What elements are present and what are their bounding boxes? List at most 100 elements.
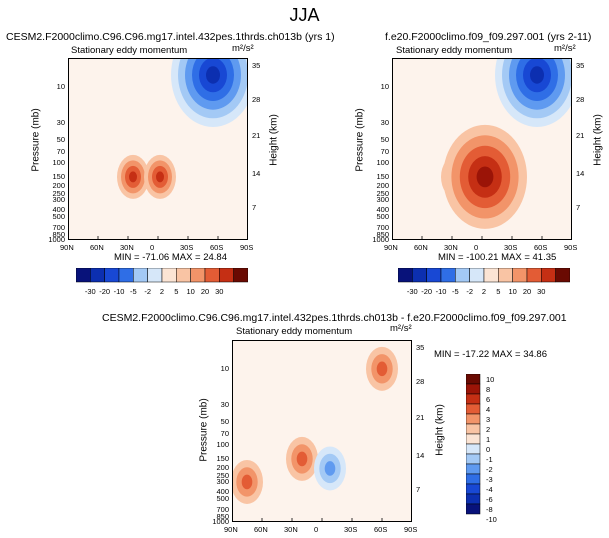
colorbar-label: -30 <box>407 287 418 296</box>
colorbar-label: -2 <box>144 287 151 296</box>
height-tick-label: 7 <box>416 485 421 494</box>
height-tick-label: 21 <box>416 413 425 422</box>
colorbar-swatch <box>466 393 481 405</box>
colorbar-swatch <box>466 493 481 505</box>
height-tick-label: 14 <box>252 169 261 178</box>
height-tick-label: 28 <box>576 95 585 104</box>
colorbar-swatch <box>466 413 481 425</box>
panel2-ylabel: Pressure (mb) <box>354 108 366 172</box>
contour-negative-2-2 <box>324 461 336 476</box>
colorbar-swatch <box>466 483 481 495</box>
colorbar-label: 0 <box>486 445 490 454</box>
y-tick-label: 10 <box>220 363 229 373</box>
height-tick-label: 28 <box>416 377 425 386</box>
panel1-colorbar: -30 -20 -10 -5 -2 2 5 10 20 30 <box>76 268 248 296</box>
y-tick-label: 300 <box>52 194 65 204</box>
colorbar-swatch <box>526 268 542 283</box>
colorbar-swatch <box>147 268 163 283</box>
colorbar-label: -30 <box>85 287 96 296</box>
height-tick-label: 14 <box>416 451 425 460</box>
panel3-minmax: MIN = -17.22 MAX = 34.86 <box>434 349 548 360</box>
y-tick-label: 150 <box>52 171 65 181</box>
panel1-minmax: MIN = -71.06 MAX = 24.84 <box>114 252 228 263</box>
panel1-ylabel: Pressure (mb) <box>30 108 42 172</box>
panel3-ylabel-right: Height (km) <box>434 404 446 456</box>
colorbar-swatch <box>466 433 481 445</box>
colorbar-label: -3 <box>486 475 493 484</box>
colorbar-label: 8 <box>486 385 490 394</box>
x-tick-label: 90S <box>240 243 254 252</box>
x-tick-label: 90N <box>60 243 74 252</box>
colorbar-swatch <box>466 374 481 385</box>
colorbar-label: -2 <box>466 287 473 296</box>
contour-negative-2-5 <box>206 66 220 84</box>
y-tick-label: 850 <box>52 229 65 239</box>
panel3-contour-plot <box>232 340 412 522</box>
colorbar-label: 2 <box>486 425 490 434</box>
x-tick-label: 90S <box>564 243 578 252</box>
y-tick-label: 100 <box>376 158 389 168</box>
colorbar-swatch <box>466 443 481 455</box>
y-tick-label: 30 <box>380 118 389 128</box>
y-tick-label: 250 <box>376 188 389 198</box>
colorbar-swatch <box>76 268 91 283</box>
colorbar-swatch <box>466 403 481 415</box>
panel2-contour-plot <box>392 58 572 240</box>
colorbar-label: -10 <box>114 287 125 296</box>
colorbar-label: -6 <box>486 495 493 504</box>
colorbar-label: 20 <box>201 287 209 296</box>
y-tick-label: 1000 <box>372 235 389 244</box>
panel2-units: m²/s² <box>554 43 576 54</box>
panel3-subtitle: Stationary eddy momentum <box>236 326 353 337</box>
y-tick-label: 70 <box>380 146 389 156</box>
y-tick-label: 700 <box>52 223 65 233</box>
x-tick-label: 0 <box>474 243 479 252</box>
panel1-contour-plot <box>68 58 248 240</box>
y-tick-label: 300 <box>216 476 229 486</box>
x-tick-label: 30S <box>504 243 518 252</box>
colorbar-swatch <box>466 453 481 465</box>
colorbar-label: -2 <box>486 465 493 474</box>
panel3-title: CESM2.F2000climo.C96.C96.mg17.intel.432p… <box>102 312 567 324</box>
y-tick-label: 50 <box>220 417 229 427</box>
y-tick-label: 700 <box>376 223 389 233</box>
colorbar-swatch <box>466 383 481 395</box>
x-tick-label: 60S <box>374 525 388 534</box>
x-tick-label: 30S <box>180 243 194 252</box>
y-tick-label: 70 <box>56 146 65 156</box>
x-tick-label: 90S <box>404 525 418 534</box>
x-tick-label: 0 <box>314 525 319 534</box>
colorbar-swatch <box>176 268 191 283</box>
colorbar-label: 6 <box>486 395 490 404</box>
colorbar-label: 5 <box>496 287 500 296</box>
colorbar-swatch <box>469 268 485 283</box>
x-tick-label: 60N <box>254 525 268 534</box>
contour-positive-0-3 <box>129 171 137 183</box>
y-tick-label: 100 <box>216 440 229 450</box>
y-tick-label: 250 <box>216 470 229 480</box>
x-tick-label: 0 <box>150 243 155 252</box>
y-tick-label: 1000 <box>212 517 229 526</box>
panel1-units: m²/s² <box>232 43 254 54</box>
colorbar-swatch <box>412 268 427 283</box>
colorbar-label: 10 <box>509 287 517 296</box>
y-tick-label: 850 <box>216 511 229 521</box>
contour-positive-1-3 <box>156 171 164 183</box>
panel2-title: f.e20.F2000climo.f09_f09.297.001 (yrs 2-… <box>385 31 592 43</box>
colorbar-label: 10 <box>486 375 494 384</box>
colorbar-swatch <box>133 268 148 283</box>
colorbar-label: 1 <box>486 435 490 444</box>
contour-positive-3-2 <box>241 474 253 490</box>
y-tick-label: 250 <box>52 188 65 198</box>
colorbar-swatch <box>90 268 105 283</box>
colorbar-swatch <box>219 268 234 283</box>
colorbar-swatch <box>104 268 120 283</box>
y-tick-label: 300 <box>376 194 389 204</box>
y-tick-label: 30 <box>220 400 229 410</box>
colorbar-label: 30 <box>215 287 223 296</box>
y-tick-label: 200 <box>216 463 229 473</box>
main-title: JJA <box>289 5 320 25</box>
colorbar-swatch <box>455 268 470 283</box>
colorbar-label: 4 <box>486 405 490 414</box>
